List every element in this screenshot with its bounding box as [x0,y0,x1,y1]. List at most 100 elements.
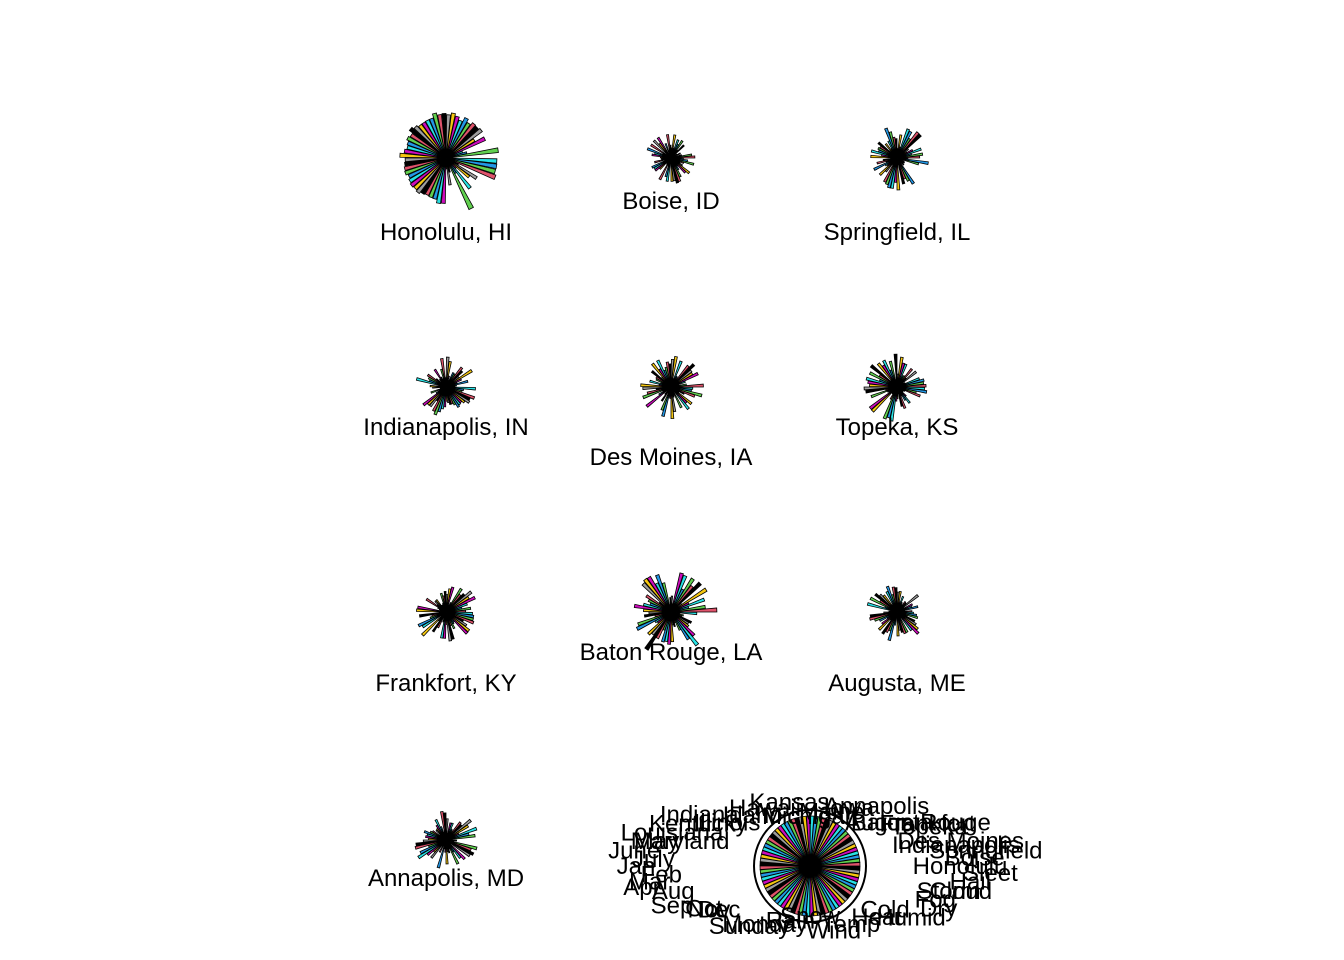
star-glyph [646,134,696,184]
star-segment [670,360,683,388]
key-label: Kentucky [649,811,748,838]
star-segment [670,364,690,388]
key-label: Sunday [709,913,790,940]
key-label: Wind [806,917,861,944]
star-segment [445,822,452,841]
star-glyph [415,356,476,416]
star-segment [866,602,898,613]
star-segment [416,608,447,613]
key-label: Illinois [694,810,761,837]
key-label: Heat [851,904,902,931]
star-segment [650,143,672,159]
star-segment [869,596,898,613]
key-label: Rain [766,908,815,935]
star-glyph [414,811,478,869]
key-label: Hail [950,869,991,896]
star-segment [445,839,466,861]
glyph-label: Boise, ID [622,188,719,215]
star-segment [445,157,478,180]
star-segment [870,386,898,413]
key-label: May [634,828,679,855]
glyph-label: Annapolis, MD [368,865,524,892]
star-glyph [863,353,928,422]
key-label: Frankfort [879,811,975,838]
star-segment [670,386,694,390]
star-segment [445,386,476,391]
star-segment [445,157,498,170]
star-glyph [866,585,920,642]
star-segment [896,157,929,166]
key-label: Aug [652,878,695,905]
glyph-label: Springfield, IL [824,219,971,246]
star-glyph [640,356,704,420]
star-segment [415,377,447,388]
key-label: Springfield [929,838,1042,865]
key-label: Iowa [823,795,874,822]
key-label: Indianapolis [892,832,1020,859]
glyph-label: Augusta, ME [828,670,965,697]
star-segment [670,587,708,613]
key-label: Dec [698,896,741,923]
key-label: Dry [920,895,957,922]
key-label: Fog [915,887,956,914]
star-glyph [633,572,718,651]
key-label: Oct [685,895,723,922]
star-glyph [399,112,499,211]
key-label: Storm [917,878,981,905]
glyph-label: Frankfort, KY [375,670,516,697]
star-segment [670,386,693,406]
star-segment [896,157,915,185]
star-segment [421,611,447,629]
key-label: Idaho [723,802,783,829]
key-label: Des Moines [897,828,1024,855]
star-segment [896,611,914,615]
key-ring [753,809,867,923]
star-segment [445,157,475,211]
star-segment [670,134,677,159]
key-label: Augusta [845,810,934,837]
star-segment [893,353,898,388]
key-label: Monday [722,911,807,938]
star-glyph [870,127,929,191]
key-label: Jan [617,853,656,880]
star-segment [896,134,903,159]
star-segment [442,611,447,639]
star-glyph [416,586,476,642]
key-label: Sleet [963,860,1018,887]
star-segment [425,597,447,613]
star-glyphs: Honolulu, HI Boise, ID Springfield, IL Indi… [363,112,971,892]
key-label: July [632,846,675,873]
glyph-label: Des Moines, IA [590,444,753,471]
key-label: Cold [860,896,909,923]
glyph-label: Baton Rouge, LA [580,639,763,666]
key-label: Annapolis [824,793,929,820]
star-segment [665,157,672,182]
key-label: Cloud [929,878,992,905]
star-segment [440,157,447,204]
key-label: Nov [688,897,731,924]
star-segment [445,587,463,613]
star-segment [420,611,447,637]
key-wheel [753,809,867,923]
key-label: Honolulu [913,853,1008,880]
key-glyph: HonoluluBoiseSpringfieldIndianapolisDes … [608,789,1042,944]
star-segment [670,157,684,160]
key-segment [809,865,861,871]
key-label: Feb [641,862,682,889]
key-label: Sep [651,893,694,920]
key-label: Maine [799,799,864,826]
star-segment [445,157,498,164]
glyph-label: Topeka, KS [836,414,959,441]
key-label: Apr [623,874,660,901]
star-segment [661,386,672,418]
star-segment [445,157,497,175]
glyph-label: Indianapolis, IN [363,414,528,441]
star-segment [896,157,901,191]
key-label: Indiana [660,801,739,828]
key-label: Humid [876,905,945,932]
star-segment [896,356,904,388]
star-segment [445,157,472,190]
key-label: Kansas [749,789,829,816]
star-segment [670,572,684,613]
star-segment [445,839,458,842]
